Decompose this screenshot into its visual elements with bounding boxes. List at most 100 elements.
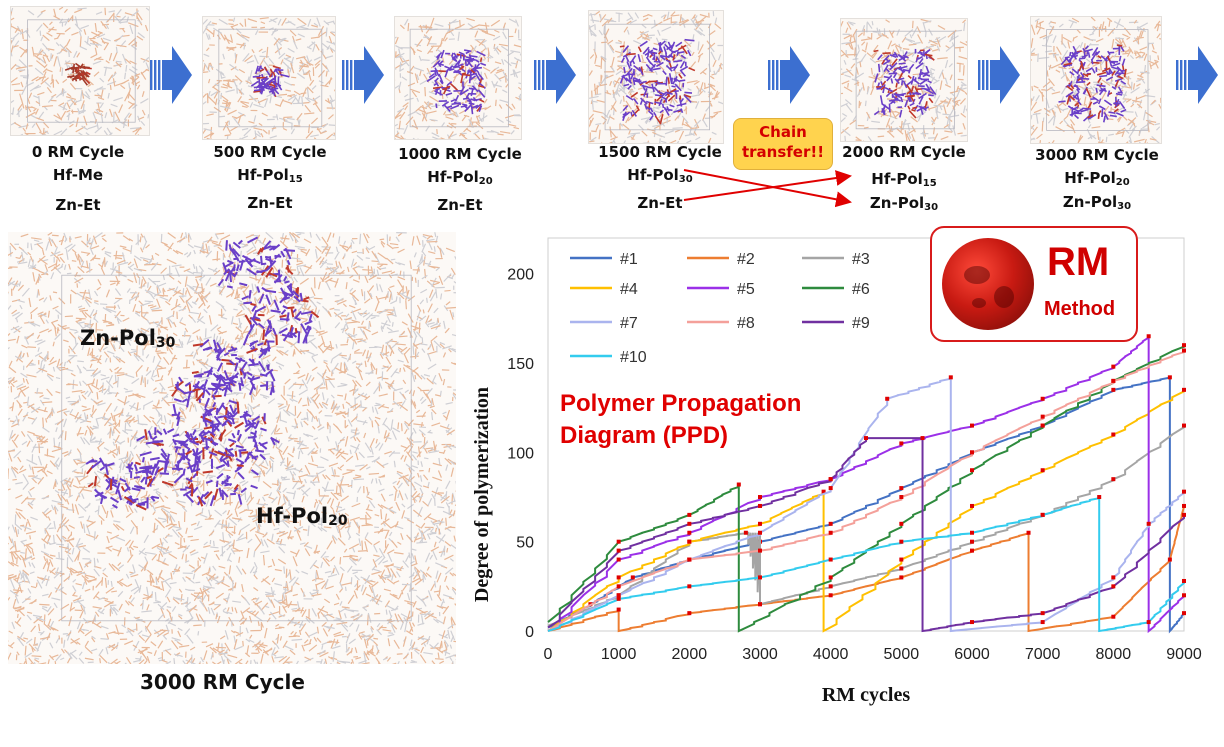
stage-zn: Zn-Et (637, 193, 683, 212)
rm-moon-icon (942, 238, 1034, 330)
data-point (1182, 387, 1186, 392)
stage-zn: Zn-Pol30 (1062, 192, 1132, 212)
ppd-chart: 0 50 100 150 200 0 1000 2000 3000 4000 5000 6000 700… (462, 226, 1224, 747)
data-point (1111, 432, 1116, 437)
data-point (828, 584, 833, 589)
stage-cycle: 2000 RM Cycle (842, 143, 966, 161)
legend-label: #10 (620, 349, 647, 366)
data-point (899, 441, 904, 446)
data-point (1111, 575, 1116, 580)
data-point (1097, 495, 1102, 500)
hf-pol-label: Hf-Pol20 (256, 504, 348, 529)
chain-transfer-line1: Chain (759, 123, 807, 141)
data-point (1040, 423, 1045, 428)
snapshot-0 (10, 6, 150, 136)
stage-label-1000: 1000 RM Cycle Hf-Pol20 Zn-Et (392, 143, 528, 217)
legend-label: #2 (737, 251, 755, 268)
rm-badge-title: RM (1047, 240, 1110, 284)
data-point (1040, 611, 1045, 616)
data-point (687, 512, 692, 517)
chain-transfer-cross-arrows (683, 169, 852, 208)
data-point (687, 539, 692, 544)
stage-zn: Zn-Pol30 (869, 193, 939, 213)
data-point (630, 575, 635, 580)
series-line-7 (547, 377, 1185, 633)
data-point (899, 486, 904, 491)
data-point (828, 530, 833, 535)
x-tick-label: 9000 (1166, 646, 1202, 663)
arrow-icon (978, 42, 1020, 108)
stage-hf: Hf-Pol20 (1064, 169, 1130, 189)
stage-zn: Zn-Et (55, 195, 101, 214)
stage-hf: Hf-Me (52, 166, 104, 185)
data-point (899, 566, 904, 571)
data-point (1182, 343, 1186, 348)
series-line-9 (547, 437, 1185, 633)
data-point (1040, 396, 1045, 401)
series-line-4 (547, 389, 1185, 633)
data-point (758, 530, 762, 535)
legend-label: #8 (737, 315, 755, 332)
stage-label-0: 0 RM Cycle Hf-Me Zn-Et (18, 141, 138, 217)
arrow-icon (342, 42, 384, 108)
data-point (687, 611, 692, 616)
x-tick-label: 0 (544, 646, 553, 663)
data-point (687, 521, 692, 526)
data-point (970, 548, 974, 553)
data-point (1111, 387, 1116, 392)
data-point (828, 575, 833, 580)
y-tick-label: 150 (507, 356, 534, 373)
rm-badge-subtitle: Method (1044, 298, 1116, 320)
data-point (758, 495, 762, 500)
x-tick-label: 4000 (813, 646, 849, 663)
x-tick-label: 5000 (884, 646, 920, 663)
data-point (758, 575, 762, 580)
legend-label: #6 (852, 281, 870, 298)
data-point (864, 436, 868, 441)
data-point (1111, 584, 1116, 589)
ppd-title-line1: Polymer Propagation (560, 390, 802, 417)
data-point (970, 503, 974, 508)
data-point (1167, 557, 1172, 562)
data-point (1182, 593, 1186, 598)
snapshot-500 (202, 16, 336, 140)
series-line-3 (547, 425, 1185, 627)
data-point (828, 486, 833, 491)
plot-area (547, 237, 1185, 632)
data-point (970, 423, 974, 428)
stage-hf: Hf-Pol15 (871, 170, 937, 190)
series-line-5 (547, 336, 1185, 634)
data-point (1040, 414, 1045, 419)
series-line-1 (547, 376, 1185, 634)
data-point (1167, 375, 1172, 380)
data-point (616, 596, 621, 601)
x-tick-label: 3000 (742, 646, 778, 663)
chain-transfer-line2: transfer!! (741, 142, 825, 161)
data-point (1040, 620, 1045, 625)
legend-label: #3 (852, 251, 870, 268)
zn-pol-label: Zn-Pol30 (80, 326, 176, 351)
data-point (828, 557, 833, 562)
rm-method-badge: RM Method (930, 226, 1138, 342)
data-point (899, 557, 904, 562)
series-line-10 (547, 497, 1185, 633)
legend-label: #7 (620, 315, 638, 332)
x-tick-label: 1000 (601, 646, 637, 663)
arrow-icon (768, 42, 810, 108)
data-point (1146, 334, 1151, 339)
data-point (1111, 477, 1116, 482)
data-point (948, 375, 953, 380)
data-point (758, 602, 762, 607)
data-point (899, 495, 904, 500)
chain-transfer-callout: Chain transfer!! (733, 118, 833, 170)
y-tick-label: 200 (507, 267, 534, 284)
series-line-8 (547, 350, 1185, 632)
data-point (687, 530, 692, 535)
x-axis-label: RM cycles (822, 684, 911, 706)
data-point (736, 482, 741, 487)
data-point (1182, 348, 1186, 353)
data-point (758, 503, 762, 508)
data-point (970, 539, 974, 544)
stage-label-3000: 3000 RM Cycle Hf-Pol20 Zn-Pol30 (1026, 144, 1168, 214)
data-point (1146, 521, 1151, 526)
